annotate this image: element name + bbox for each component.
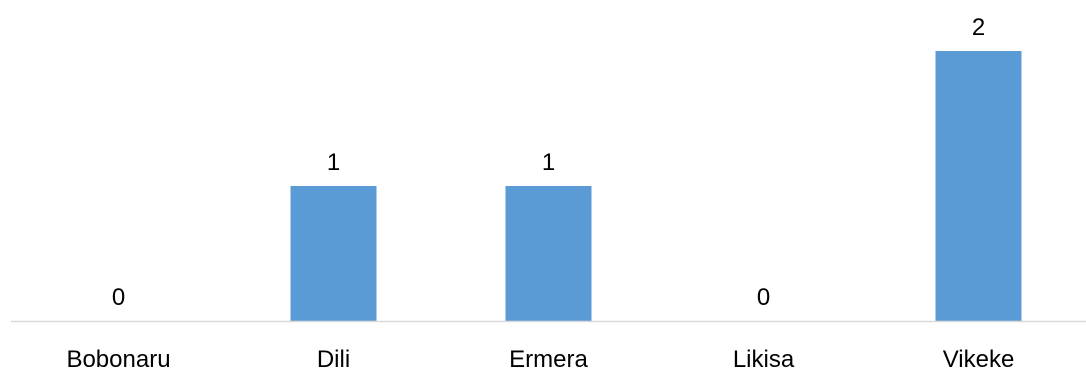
bar-dili	[290, 186, 377, 321]
bar-ermera	[505, 186, 592, 321]
data-label-vikeke: 2	[972, 14, 985, 41]
x-tick-labels-group: Bobonaru Dili Ermera Likisa Vikeke	[66, 346, 1014, 373]
x-tick-label-ermera: Ermera	[509, 346, 588, 373]
data-label-ermera: 1	[542, 149, 555, 176]
x-tick-label-vikeke: Vikeke	[943, 346, 1015, 373]
data-label-bobonaru: 0	[112, 284, 125, 311]
x-tick-label-dili: Dili	[317, 346, 350, 373]
bars-group	[290, 51, 1022, 321]
data-labels-group: 0 1 1 0 2	[112, 14, 985, 311]
x-tick-label-bobonaru: Bobonaru	[66, 346, 170, 373]
data-label-likisa: 0	[757, 284, 770, 311]
x-tick-label-likisa: Likisa	[733, 346, 795, 373]
data-label-dili: 1	[327, 149, 340, 176]
bar-vikeke	[935, 51, 1022, 321]
